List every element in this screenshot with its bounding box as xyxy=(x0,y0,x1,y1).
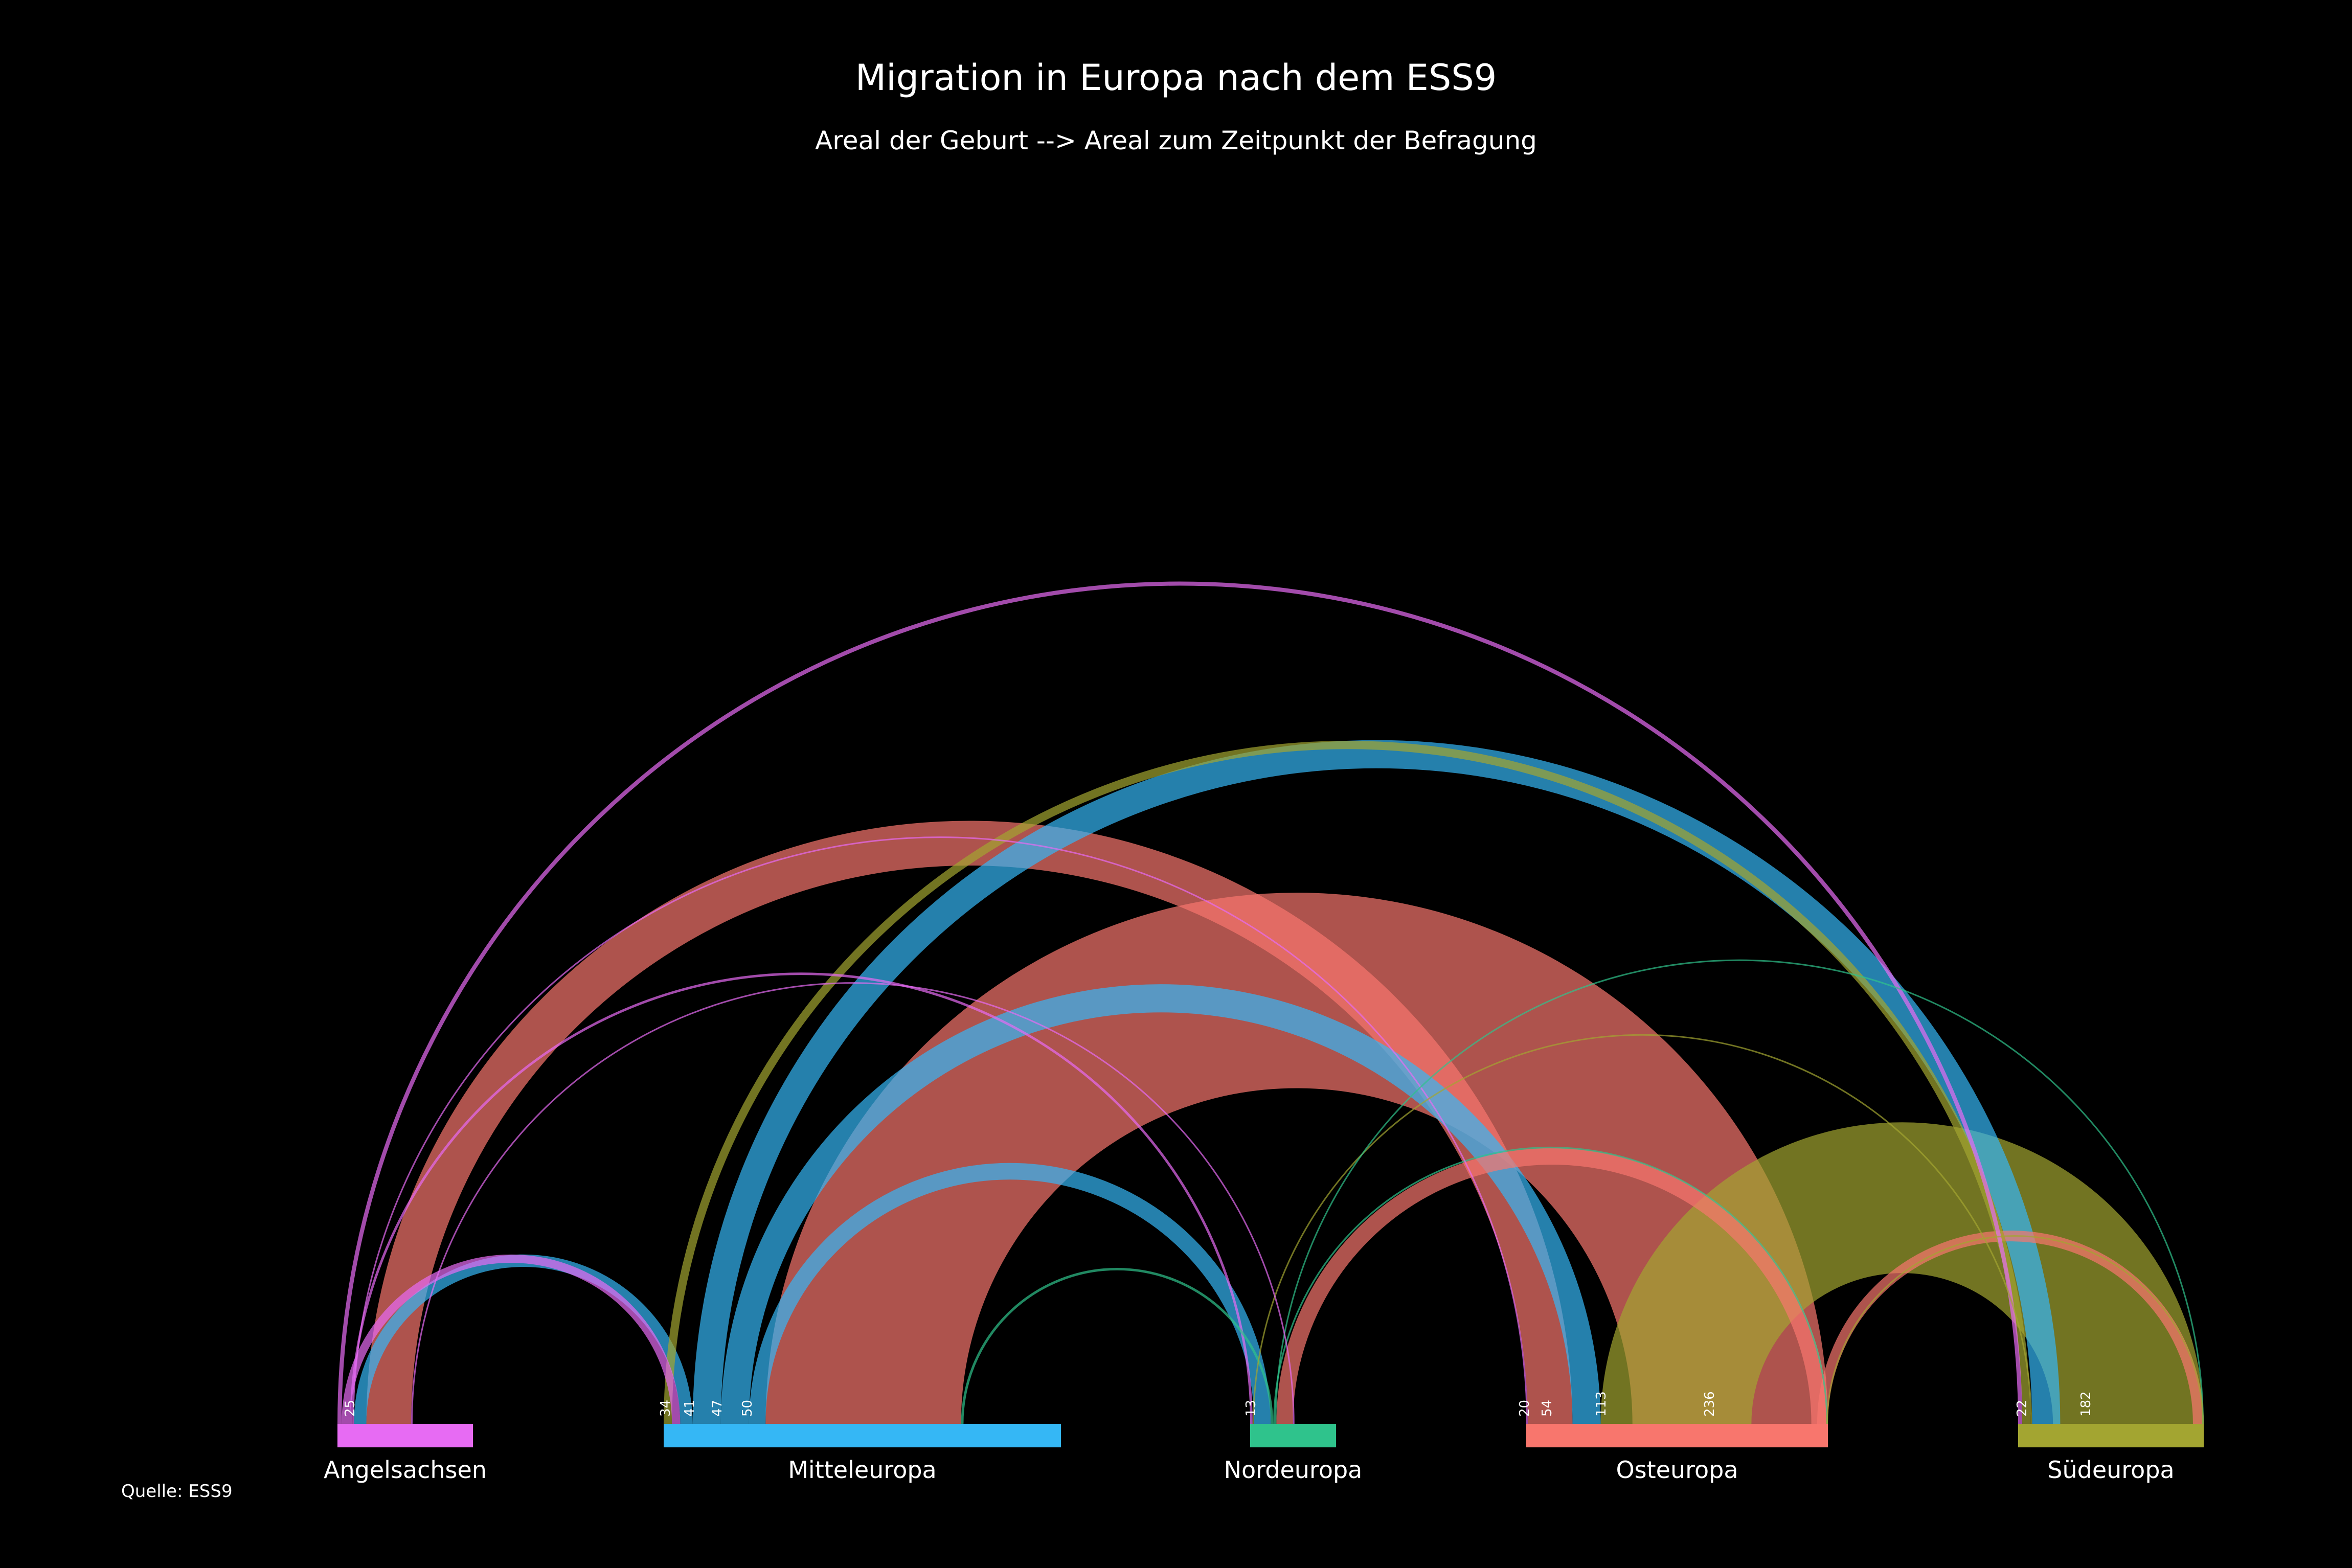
link-arc xyxy=(765,893,1828,1424)
link-arc xyxy=(1252,1034,2032,1424)
node-label: Nordeuropa xyxy=(1224,1456,1363,1484)
node-bar xyxy=(337,1424,473,1447)
link-arc xyxy=(1273,1146,1828,1424)
link-arc xyxy=(961,1267,1274,1424)
node-bar xyxy=(1526,1424,1828,1447)
value-label: 25 xyxy=(343,1400,358,1417)
value-label: 20 xyxy=(1517,1400,1532,1417)
chart-title: Migration in Europa nach dem ESS9 xyxy=(855,57,1497,99)
value-label: 113 xyxy=(1594,1391,1609,1417)
link-arc xyxy=(664,740,2031,1424)
link-arc xyxy=(1600,1122,2204,1425)
value-label: 182 xyxy=(2078,1391,2094,1417)
value-label: 47 xyxy=(710,1400,725,1417)
link-arc xyxy=(749,1163,1271,1424)
link-arc xyxy=(342,1254,681,1424)
link-arc xyxy=(350,972,1253,1424)
chart-subtitle: Areal der Geburt --> Areal zum Zeitpunkt… xyxy=(815,126,1537,155)
value-label: 41 xyxy=(682,1400,697,1417)
value-label: 22 xyxy=(2015,1400,2030,1417)
node-label: Südeuropa xyxy=(2047,1456,2174,1484)
value-label: 54 xyxy=(1540,1400,1555,1417)
link-arc xyxy=(337,581,2023,1424)
link-arc xyxy=(352,836,1528,1424)
node-label-layer: Angelsachsen Mitteleuropa Nordeuropa Osteur… xyxy=(324,1456,2175,1484)
link-arc xyxy=(1826,1235,2204,1424)
source-note: Quelle: ESS9 xyxy=(121,1481,233,1502)
value-label: 13 xyxy=(1243,1400,1259,1417)
value-label: 50 xyxy=(740,1400,755,1417)
node-bar-layer xyxy=(337,1424,2204,1447)
link-arc xyxy=(1275,959,2204,1424)
arc-layer xyxy=(337,581,2204,1425)
value-label: 34 xyxy=(658,1400,673,1417)
value-label-layer: 25 34 41 47 50 13 20 54 113 236 22 182 xyxy=(343,1391,2094,1417)
link-arc xyxy=(1276,1148,1828,1424)
node-label: Mitteleuropa xyxy=(788,1456,937,1484)
link-arc xyxy=(692,740,2061,1424)
node-label: Osteuropa xyxy=(1616,1456,1738,1484)
node-bar xyxy=(664,1424,1061,1447)
node-label: Angelsachsen xyxy=(324,1456,487,1484)
link-arc xyxy=(411,982,1295,1424)
link-arc xyxy=(720,984,1601,1424)
node-bar xyxy=(1250,1424,1336,1447)
value-label: 236 xyxy=(1702,1391,1717,1417)
node-bar xyxy=(2018,1424,2204,1447)
